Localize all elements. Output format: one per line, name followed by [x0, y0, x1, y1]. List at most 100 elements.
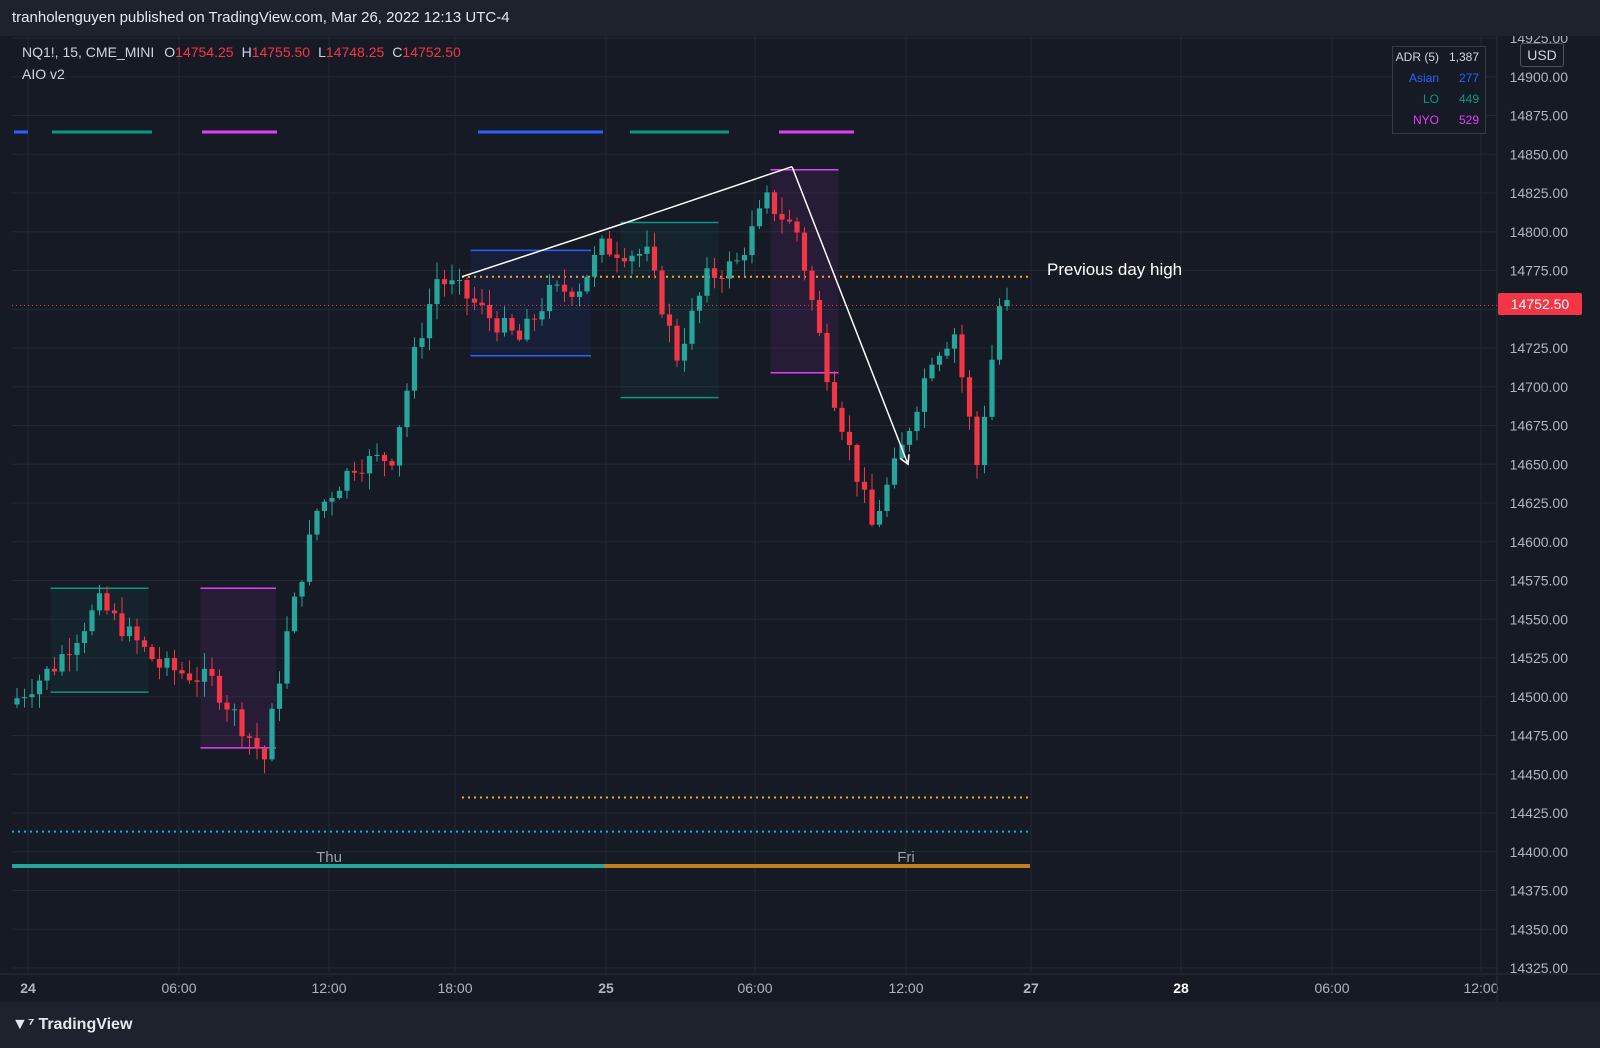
candle-body — [501, 317, 508, 333]
currency-button[interactable]: USD — [1520, 43, 1564, 67]
candle-body — [89, 610, 95, 632]
last-price-tag: 14752.50 — [1498, 293, 1582, 315]
y-tick-label: 14425.00 — [1510, 805, 1569, 821]
y-tick-label: 14350.00 — [1510, 921, 1569, 937]
candle-body — [156, 659, 163, 668]
candle-body — [81, 631, 88, 643]
adr-label: NYO — [1412, 113, 1439, 127]
candle-body — [696, 295, 703, 311]
candle-body — [111, 610, 118, 614]
y-tick-label: 14525.00 — [1510, 650, 1569, 666]
y-tick-label: 14375.00 — [1510, 883, 1569, 899]
candle-body — [831, 382, 838, 408]
candle-body — [164, 658, 170, 668]
candle-body — [764, 192, 770, 209]
adr-row-nyo: NYO 529 — [1393, 113, 1485, 133]
y-tick-label: 14325.00 — [1510, 960, 1569, 976]
candle-body — [1004, 300, 1010, 307]
candle-body — [44, 668, 50, 681]
high-label: H — [241, 44, 252, 60]
candle-body — [719, 277, 725, 279]
candle-body — [651, 246, 658, 271]
y-tick-label: 14725.00 — [1510, 340, 1569, 356]
candle-body — [981, 416, 988, 466]
y-tick-label: 14600.00 — [1510, 534, 1569, 550]
candle-body — [411, 346, 418, 391]
candle-body — [381, 454, 388, 462]
candle-body — [524, 318, 530, 340]
candle-body — [104, 593, 110, 611]
candle-body — [171, 658, 178, 671]
candle-body — [779, 214, 785, 220]
candle-body — [66, 654, 73, 656]
candle-body — [366, 455, 373, 474]
candle-body — [546, 284, 553, 312]
candle-body — [996, 306, 1003, 360]
y-tick-label: 14500.00 — [1510, 689, 1569, 705]
candle-body — [914, 411, 920, 432]
candle-body — [794, 221, 800, 233]
candle-body — [449, 280, 455, 285]
adr-table: ADR (5) 1,387 Asian 277 LO 449 NYO 529 — [1392, 46, 1486, 134]
y-tick-label: 14400.00 — [1510, 844, 1569, 860]
candle-body — [486, 304, 493, 319]
candle-body — [224, 702, 230, 710]
candle-body — [629, 255, 635, 262]
ohlc-legend: NQ1!, 15, CME_MINI O14754.25 H14755.50 L147… — [22, 44, 469, 60]
candle-body — [209, 668, 215, 676]
price-chart[interactable]: 14925.00 14900.00 14875.00 14850.00 14825.00… — [0, 36, 1600, 1002]
candle-body — [659, 270, 665, 315]
candle-body — [576, 291, 583, 297]
x-tick-label: 06:00 — [161, 980, 196, 996]
adr-title-row: ADR (5) 1,387 — [1393, 50, 1485, 70]
candle-body — [689, 310, 695, 344]
close-value: 14752.50 — [402, 44, 461, 60]
candle-body — [644, 246, 650, 254]
y-tick-label: 14800.00 — [1510, 224, 1569, 240]
candle-body — [539, 311, 545, 320]
chart-background — [0, 36, 1600, 1002]
candle-body — [966, 377, 973, 417]
candle-body — [284, 631, 290, 684]
candle-body — [291, 596, 298, 632]
candle-body — [119, 613, 125, 637]
candle-body — [929, 364, 935, 379]
candle-body — [734, 260, 740, 262]
x-tick-label: 18:00 — [437, 980, 472, 996]
adr-row-asian: Asian 277 — [1393, 71, 1485, 91]
candle-body — [216, 675, 223, 703]
candle-body — [839, 407, 845, 432]
y-tick-label: 14700.00 — [1510, 379, 1569, 395]
candle-body — [614, 254, 620, 258]
candle-body — [426, 304, 433, 339]
candle-body — [231, 709, 238, 711]
symbol-label[interactable]: NQ1!, 15, CME_MINI — [22, 44, 155, 60]
y-tick-label: 14550.00 — [1510, 611, 1569, 627]
candle-body — [194, 680, 200, 682]
x-tick-label: 28 — [1173, 980, 1189, 996]
day-label: Thu — [316, 849, 342, 866]
candle-body — [434, 279, 440, 305]
candle-body — [329, 498, 335, 502]
y-tick-label: 14450.00 — [1510, 766, 1569, 782]
candle-body — [239, 709, 245, 737]
candle-body — [21, 697, 28, 699]
candle-body — [404, 390, 410, 428]
candle-body — [531, 318, 538, 320]
day-label: Fri — [897, 849, 915, 866]
indicator-name[interactable]: AIO v2 — [22, 66, 65, 82]
close-label: C — [392, 44, 403, 60]
chart-area[interactable]: 14925.00 14900.00 14875.00 14850.00 14825.00… — [0, 36, 1600, 1002]
footer: ▼⁷ TradingView — [0, 1002, 1600, 1048]
candle-body — [816, 299, 823, 333]
open-label: O — [164, 44, 176, 60]
trend-line — [461, 223, 623, 278]
y-tick-label: 14850.00 — [1510, 146, 1569, 162]
candle-body — [141, 640, 148, 647]
y-tick-label: 14875.00 — [1510, 108, 1569, 124]
candle-body — [599, 238, 605, 255]
candle-body — [509, 317, 515, 331]
tradingview-logo[interactable]: ▼⁷ TradingView — [12, 1016, 132, 1034]
candle-body — [606, 238, 613, 255]
adr-label: Asian — [1408, 71, 1439, 85]
